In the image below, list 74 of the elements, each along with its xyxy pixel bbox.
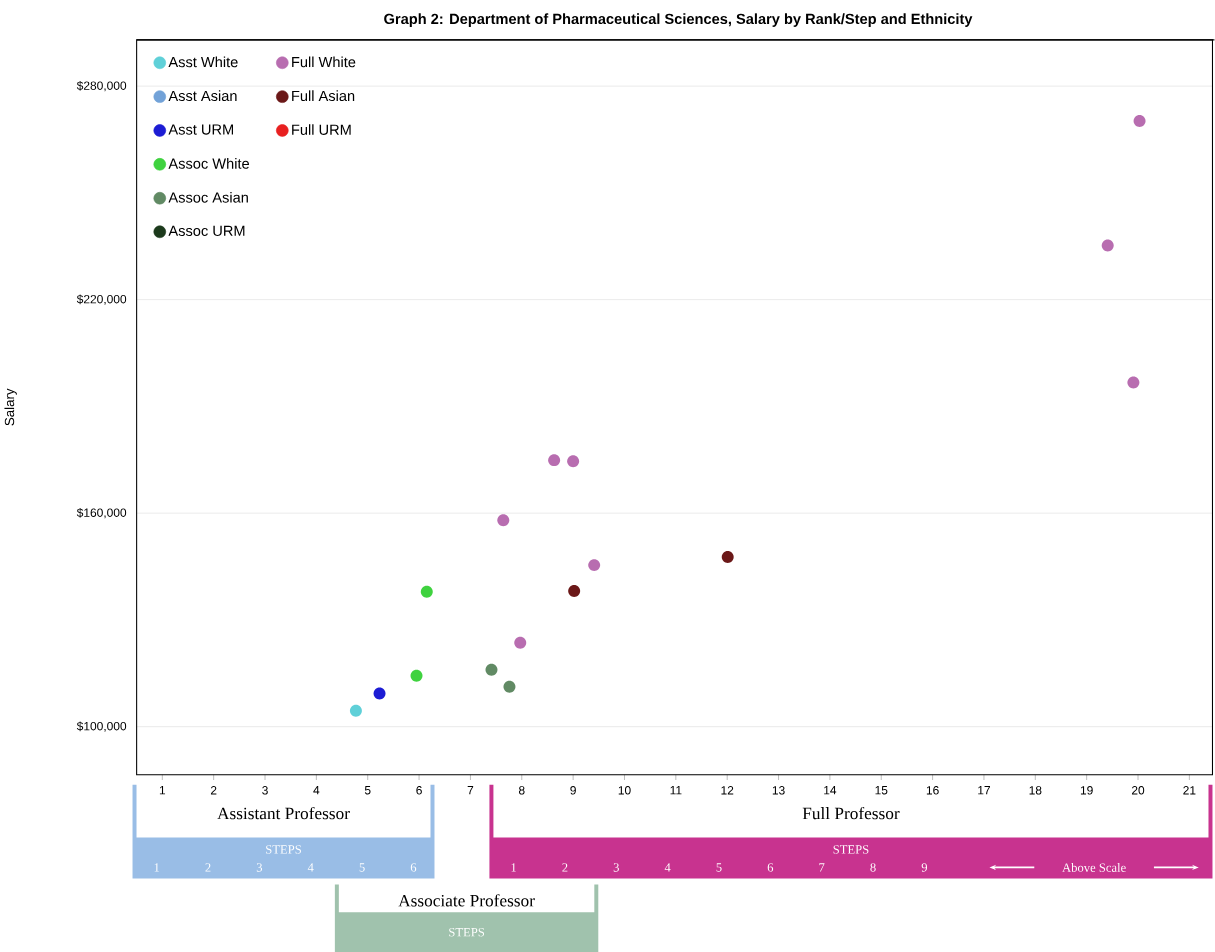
y-axis-title: Salary	[4, 388, 17, 426]
x-tick-label: 16	[926, 785, 939, 795]
point	[349, 704, 362, 717]
point	[567, 455, 580, 468]
text: Assistant Professor	[217, 806, 350, 820]
x-tick-label: 12	[721, 785, 734, 795]
point	[373, 687, 386, 700]
y-tick-label: $100,000	[76, 721, 127, 732]
text: 2	[205, 863, 211, 872]
point	[588, 559, 601, 571]
x-tick-label: 2	[210, 785, 217, 795]
x-tick-label: 6	[416, 785, 422, 795]
text: Above Scale	[1062, 862, 1126, 872]
x-tick-label: 1	[159, 785, 166, 795]
x-tick-label: 19	[1080, 785, 1093, 795]
point	[1101, 239, 1114, 252]
point	[568, 585, 581, 597]
x-tick-label: 15	[875, 785, 888, 795]
x-tick-label: 8	[518, 785, 525, 795]
x-tick-label: 20	[1131, 785, 1145, 795]
text: 4	[664, 863, 671, 872]
legend-label: Assoc URM	[168, 225, 245, 236]
text: STEPS	[266, 845, 301, 854]
text: 7	[819, 863, 825, 872]
text: Full Professor	[802, 806, 900, 820]
x-tick-label: 17	[978, 785, 990, 795]
point	[420, 585, 433, 598]
y-tick-label: $280,000	[76, 80, 127, 92]
text: 5	[359, 863, 365, 872]
x-tick-label: 3	[262, 785, 268, 795]
x-tick-label: 21	[1183, 785, 1196, 795]
x-tick-label: 9	[570, 785, 576, 795]
text: 3	[613, 863, 619, 872]
legend-label: Assoc Asian	[168, 191, 248, 203]
x-tick-label: 10	[618, 785, 631, 795]
point	[497, 514, 510, 527]
legend-label: Assoc White	[168, 157, 250, 169]
x-tick-label: 11	[670, 785, 682, 795]
point	[410, 669, 423, 682]
legend-label: Full URM	[292, 124, 351, 135]
legend-label: Full White	[292, 56, 356, 68]
legend-label: Full Asian	[292, 90, 355, 101]
text: 1	[511, 863, 516, 872]
y-tick-label: $160,000	[76, 507, 127, 519]
x-tick-label: 5	[364, 785, 371, 795]
point	[548, 454, 561, 467]
text: 1	[154, 863, 160, 872]
legend-label: Asst Asian	[168, 90, 237, 101]
text: 8	[870, 863, 876, 872]
point	[1127, 376, 1140, 389]
text: 2	[562, 863, 568, 872]
point	[485, 663, 498, 676]
x-tick-label: 4	[313, 785, 320, 795]
x-tick-label: 18	[1029, 785, 1042, 795]
legend-label: Asst URM	[168, 124, 233, 135]
x-tick-label: 14	[824, 785, 837, 795]
text: 6	[410, 863, 417, 872]
text: 4	[307, 863, 314, 872]
text: Associate Professor	[398, 894, 535, 907]
x-tick-label: 7	[467, 785, 474, 795]
text: 5	[716, 863, 722, 872]
chart-title: Graph 2: Department of Pharmaceutical Sciences, Salary by Rank/Step and Ethnicity	[384, 13, 973, 27]
text: 6	[767, 863, 774, 872]
y-tick-label: $220,000	[76, 294, 127, 305]
text: 9	[921, 863, 928, 872]
legend-label: Asst White	[168, 56, 238, 68]
text: STEPS	[449, 927, 485, 937]
point	[1133, 114, 1146, 127]
point	[721, 550, 734, 563]
text: 3	[256, 863, 263, 872]
point	[514, 636, 527, 649]
text: STEPS	[833, 845, 869, 854]
point	[503, 680, 516, 693]
x-tick-label: 13	[772, 785, 785, 795]
